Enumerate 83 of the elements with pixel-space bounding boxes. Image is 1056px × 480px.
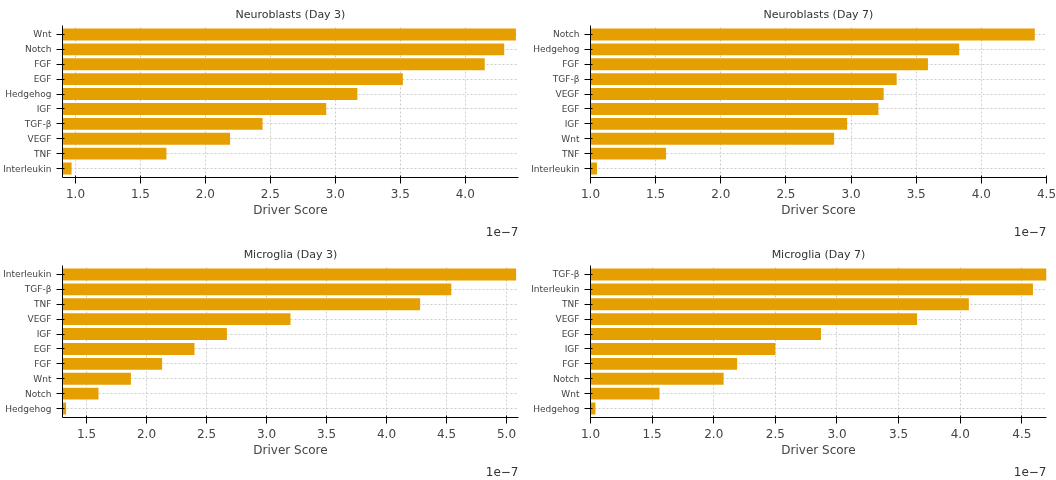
y-tick-label: Hedgehog [5,89,52,100]
x-axis-title: Driver Score [781,202,856,217]
x-tick-label: 1.5 [130,186,150,201]
y-tick-label: VEGF [27,314,52,325]
y-tick-label: TNF [561,299,580,310]
y-tick-label: Notch [553,373,580,384]
y-tick-label: EGF [33,343,52,354]
x-tick-label: 4.0 [455,186,475,201]
y-tick-label: FGF [34,59,52,70]
chart-title: Neuroblasts (Day 3) [235,7,346,21]
x-tick-label: 1.0 [65,186,86,201]
chart-title: Microglia (Day 7) [771,247,866,261]
x-tick-label: 4.5 [1036,186,1056,201]
x-tick-label: 1.5 [76,426,97,441]
y-tick-label: Wnt [561,133,580,144]
y-tick-label: Hedgehog [5,403,52,414]
y-tick-label: Interleukin [531,163,580,174]
y-tick-label: Interleukin [3,163,52,174]
y-tick-label: EGF [561,103,580,114]
y-tick-label: Wnt [33,373,52,384]
x-tick-label: 2.0 [195,186,215,201]
y-tick-label: IGF [564,118,580,129]
x-tick-label: 3.5 [906,186,926,201]
y-tick-label: Notch [25,388,52,399]
x-tick-label: 5.0 [496,426,517,441]
text: 1e−7 [485,224,519,239]
y-tick-label: Hedgehog [533,44,580,55]
y-tick-label: TNF [561,148,580,159]
x-tick-label: 2.0 [711,186,731,201]
x-tick-label: 1.0 [580,426,601,441]
x-axis-title: Driver Score [781,442,856,457]
x-tick-label: 3.0 [256,426,277,441]
x-tick-label: 3.5 [316,426,337,441]
y-tick-label: EGF [33,74,52,85]
y-tick-label: FGF [562,358,580,369]
x-tick-label: 1.0 [580,186,601,201]
y-tick-label: Notch [25,44,52,55]
y-tick-label: IGF [36,329,52,340]
y-tick-label: IGF [564,343,580,354]
y-tick-label: FGF [562,59,580,70]
y-tick-label: TGF-β [23,284,52,295]
y-tick-label: TGF-β [551,269,580,280]
x-tick-label: 3.5 [390,186,410,201]
y-tick-label: Wnt [561,388,580,399]
chart-title: Microglia (Day 3) [243,247,338,261]
x-tick-label: 4.0 [376,426,397,441]
x-tick-label: 2.5 [196,426,217,441]
y-tick-label: VEGF [27,133,52,144]
y-tick-label: Interleukin [531,284,580,295]
y-tick-label: TNF [33,299,52,310]
x-tick-label: 4.0 [971,186,991,201]
y-tick-label: FGF [34,358,52,369]
x-tick-label: 3.0 [841,186,861,201]
y-tick-label: TGF-β [551,74,580,85]
chart-title: Neuroblasts (Day 7) [763,7,874,21]
y-tick-label: Interleukin [3,269,52,280]
text: 1e−7 [1013,464,1047,479]
text: 1e−7 [1013,224,1047,239]
x-axis-title: Driver Score [253,442,328,457]
x-tick-label: 4.5 [1012,426,1032,441]
y-tick-label: IGF [36,103,52,114]
x-tick-label: 2.0 [136,426,157,441]
x-tick-label: 3.0 [325,186,345,201]
y-tick-label: TGF-β [23,118,52,129]
x-tick-label: 2.5 [776,186,796,201]
x-tick-label: 3.5 [889,426,909,441]
x-tick-label: 2.5 [765,426,785,441]
x-tick-label: 2.0 [704,426,724,441]
y-tick-label: Wnt [33,29,52,40]
x-tick-label: 1.5 [646,186,666,201]
x-tick-label: 1.5 [642,426,662,441]
y-tick-label: Notch [553,29,580,40]
x-axis-title: Driver Score [253,202,328,217]
y-tick-label: Hedgehog [533,403,580,414]
text: 1e−7 [485,464,519,479]
y-tick-label: VEGF [555,314,580,325]
x-tick-label: 2.5 [260,186,280,201]
y-tick-label: VEGF [555,89,580,100]
y-tick-label: TNF [33,148,52,159]
x-tick-label: 4.0 [950,426,970,441]
y-tick-label: EGF [561,329,580,340]
x-tick-label: 4.5 [436,426,457,441]
x-tick-label: 3.0 [827,426,847,441]
